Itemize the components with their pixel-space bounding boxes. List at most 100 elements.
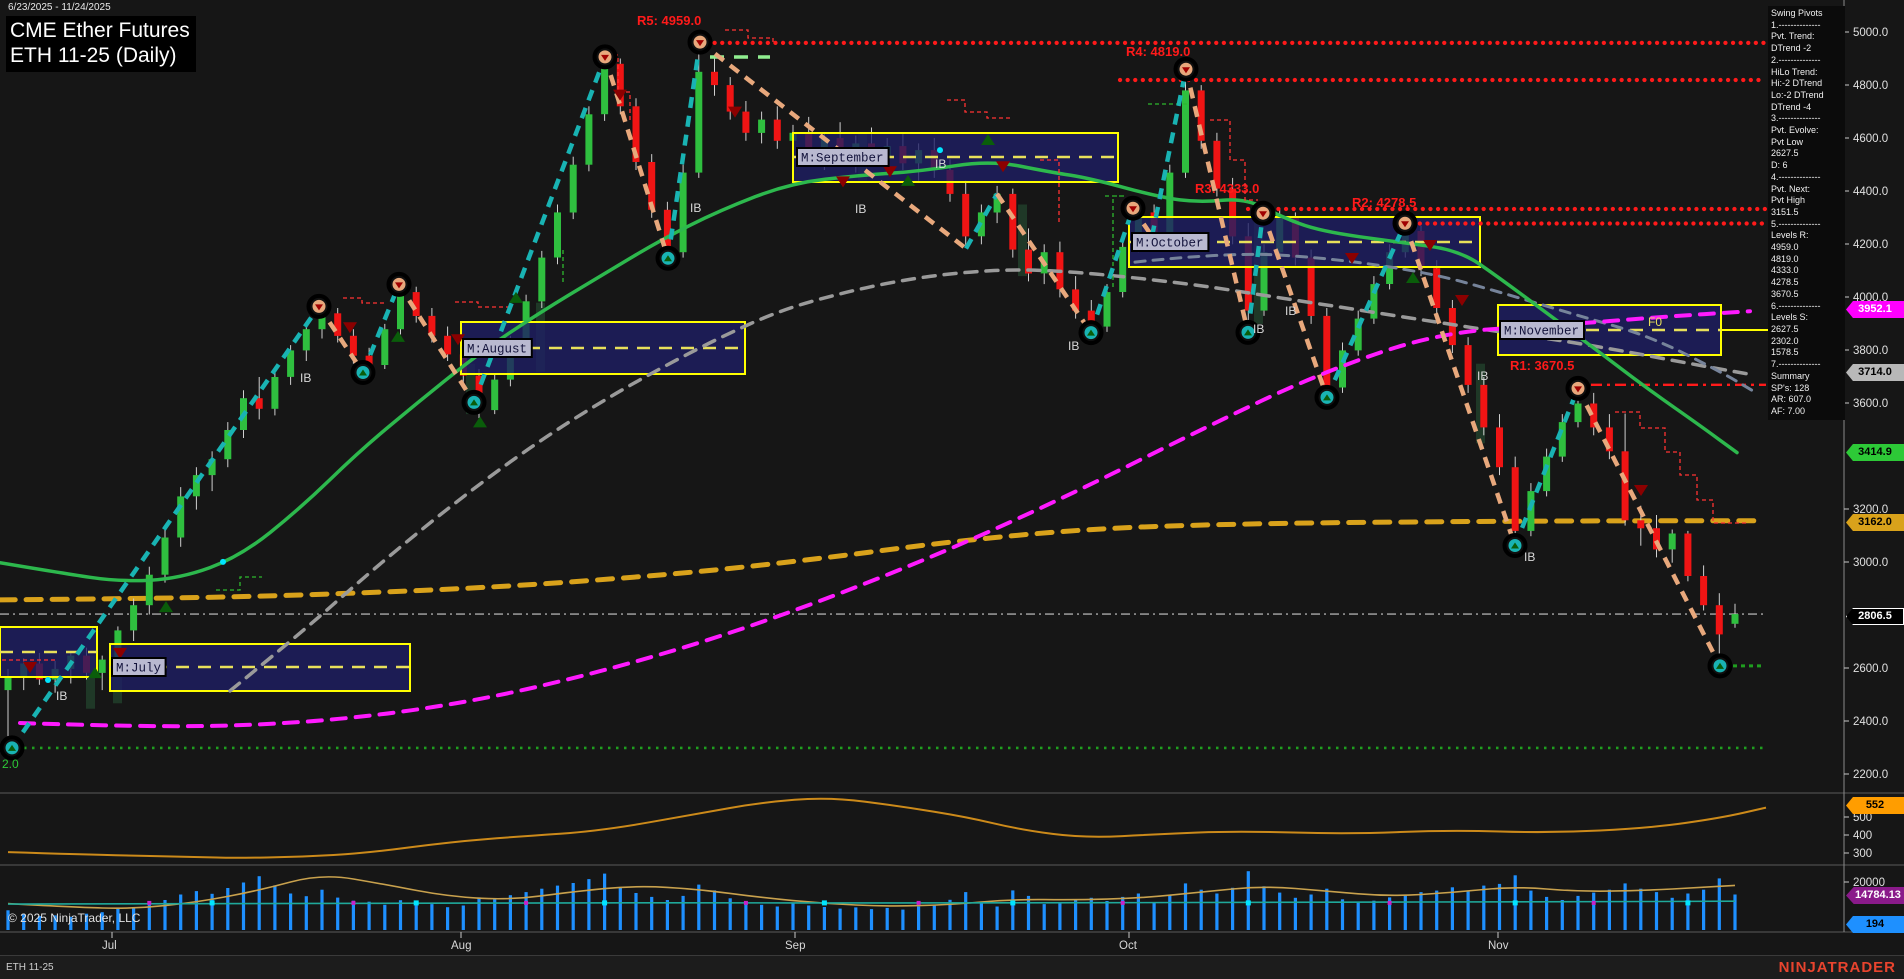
- candle-body[interactable]: [1072, 289, 1080, 311]
- candle-body[interactable]: [318, 313, 326, 330]
- candle-body[interactable]: [334, 313, 342, 336]
- instrument-tab[interactable]: ETH 11-25: [6, 962, 54, 973]
- swing-pivots-line-5: HiLo Trend:: [1771, 66, 1818, 77]
- candle-body[interactable]: [1339, 350, 1346, 388]
- swing-pivots-line-31: Summary: [1771, 370, 1810, 381]
- month-label[interactable]: Sep: [785, 940, 805, 952]
- candle-body[interactable]: [1087, 310, 1095, 327]
- indicator-label: 500: [1853, 812, 1872, 824]
- swing-pivots-line-26: Levels S:: [1771, 312, 1809, 323]
- candle-body[interactable]: [1527, 491, 1535, 531]
- candle-body[interactable]: [962, 193, 970, 237]
- candle-body[interactable]: [224, 430, 232, 460]
- candle-body[interactable]: [98, 659, 106, 673]
- candle-body[interactable]: [726, 85, 734, 112]
- candle-body[interactable]: [1009, 193, 1017, 250]
- candle-body[interactable]: [742, 111, 750, 133]
- month-label[interactable]: Aug: [451, 940, 471, 952]
- candle-body[interactable]: [444, 335, 452, 355]
- candle-body[interactable]: [1103, 292, 1111, 327]
- volume-dot-magenta: [916, 900, 921, 905]
- candle-body[interactable]: [130, 605, 138, 631]
- candle-body[interactable]: [758, 119, 766, 133]
- down-arrow-marker: [1634, 485, 1648, 496]
- inside-bar-band: [86, 655, 95, 709]
- candle-body[interactable]: [1731, 614, 1739, 624]
- candle-body[interactable]: [302, 329, 310, 351]
- candle-body[interactable]: [1448, 308, 1456, 346]
- volume-dot-magenta: [524, 900, 529, 905]
- candle-body[interactable]: [554, 212, 561, 258]
- candle-body[interactable]: [1213, 140, 1221, 189]
- candle-body[interactable]: [1637, 520, 1645, 529]
- down-arrow-marker: [1455, 295, 1469, 306]
- candle-body[interactable]: [1197, 90, 1205, 141]
- candle-body[interactable]: [993, 193, 1001, 213]
- candle-body[interactable]: [773, 119, 781, 141]
- candle-body[interactable]: [271, 377, 279, 409]
- candle-body[interactable]: [1496, 427, 1503, 468]
- candle-body[interactable]: [1668, 533, 1676, 550]
- candle-body[interactable]: [1700, 576, 1708, 606]
- candle-body[interactable]: [1260, 252, 1268, 311]
- resistance-label: R3: 4333.0: [1195, 181, 1259, 196]
- candle-body[interactable]: [663, 209, 671, 253]
- candle-body[interactable]: [397, 292, 404, 330]
- candle-body[interactable]: [1433, 268, 1441, 308]
- candle-body[interactable]: [1182, 90, 1189, 173]
- volume-bar: [995, 906, 999, 930]
- month-label[interactable]: Oct: [1119, 940, 1138, 952]
- candle-body[interactable]: [491, 379, 499, 411]
- month-label[interactable]: Jul: [102, 940, 117, 952]
- candle-body[interactable]: [1025, 249, 1032, 274]
- stop-step-line-red: [455, 301, 510, 308]
- candle-body[interactable]: [1558, 422, 1566, 457]
- candle-body[interactable]: [145, 574, 153, 606]
- candle-body[interactable]: [208, 459, 216, 476]
- candle-body[interactable]: [679, 172, 687, 253]
- candle-body[interactable]: [1119, 246, 1127, 292]
- month-label[interactable]: Nov: [1488, 940, 1509, 952]
- candle-body[interactable]: [1621, 451, 1629, 521]
- candle-body[interactable]: [1354, 318, 1362, 351]
- candle-body[interactable]: [616, 63, 624, 107]
- candle-body[interactable]: [1244, 236, 1252, 311]
- candle-body[interactable]: [632, 106, 640, 162]
- candle-body[interactable]: [161, 537, 169, 575]
- candle-body[interactable]: [711, 71, 718, 86]
- candle-body[interactable]: [585, 114, 593, 165]
- candle-body[interactable]: [1574, 403, 1582, 423]
- candle-body[interactable]: [1684, 533, 1692, 577]
- candle-body[interactable]: [1323, 315, 1331, 388]
- candle-body[interactable]: [695, 71, 703, 173]
- candle-body[interactable]: [1605, 427, 1613, 452]
- candle-body[interactable]: [287, 350, 295, 377]
- candle-body[interactable]: [192, 475, 200, 497]
- candle-body[interactable]: [569, 164, 577, 213]
- candle-body[interactable]: [412, 292, 420, 316]
- candle-body[interactable]: [4, 676, 12, 691]
- candle-body[interactable]: [1229, 188, 1237, 237]
- candle-body[interactable]: [1166, 172, 1174, 234]
- candle-body[interactable]: [1590, 403, 1598, 428]
- candle-body[interactable]: [381, 329, 389, 365]
- candle-body[interactable]: [1464, 345, 1472, 385]
- candle-body[interactable]: [601, 63, 609, 115]
- candle-body[interactable]: [648, 162, 656, 210]
- axis-tag-194: 194: [1846, 916, 1904, 933]
- candle-body[interactable]: [1543, 456, 1551, 492]
- candle-body[interactable]: [255, 398, 263, 409]
- candle-body[interactable]: [1370, 284, 1378, 319]
- candle-body[interactable]: [365, 355, 373, 365]
- candle-body[interactable]: [1480, 384, 1488, 428]
- candle-body[interactable]: [1715, 605, 1723, 635]
- candle-body[interactable]: [1511, 467, 1519, 531]
- candle-body[interactable]: [538, 257, 546, 302]
- candle-body[interactable]: [349, 335, 357, 356]
- candle-body[interactable]: [1653, 528, 1660, 550]
- candle-body[interactable]: [1307, 257, 1315, 316]
- candle-body[interactable]: [428, 315, 436, 336]
- candle-body[interactable]: [177, 496, 185, 538]
- volume-bar: [1482, 885, 1486, 930]
